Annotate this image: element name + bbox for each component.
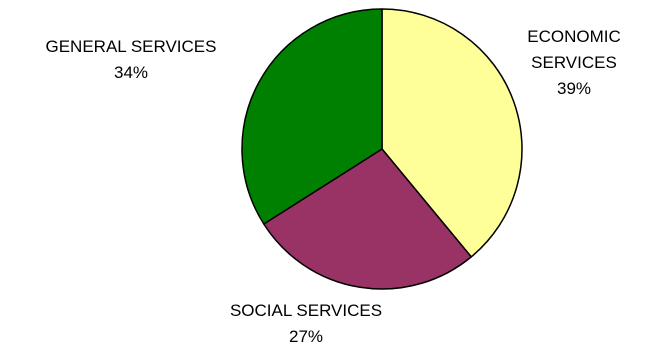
pie-slice-general-services <box>241 8 383 225</box>
slice-name-label: SERVICES <box>531 53 617 72</box>
pie-slice-social-services <box>263 148 472 290</box>
slice-name-label: ECONOMIC <box>527 27 621 46</box>
slice-label: SOCIAL SERVICES 27% <box>230 301 382 346</box>
slice-label: ECONOMIC SERVICES 39% <box>527 27 621 98</box>
pie-slice-economic-services <box>381 8 523 258</box>
slice-name-label: GENERAL SERVICES <box>45 37 216 56</box>
slice-label: GENERAL SERVICES 34% <box>45 37 216 82</box>
slice-name-label: SOCIAL SERVICES <box>230 301 382 320</box>
slice-labels: ECONOMIC SERVICES 39% SOCIAL SERVICES 27% GEN… <box>45 27 620 346</box>
slice-value-label: 27% <box>289 327 323 346</box>
slice-value-label: 34% <box>114 63 148 82</box>
slice-value-label: 39% <box>557 79 591 98</box>
pie-slices <box>241 8 523 290</box>
